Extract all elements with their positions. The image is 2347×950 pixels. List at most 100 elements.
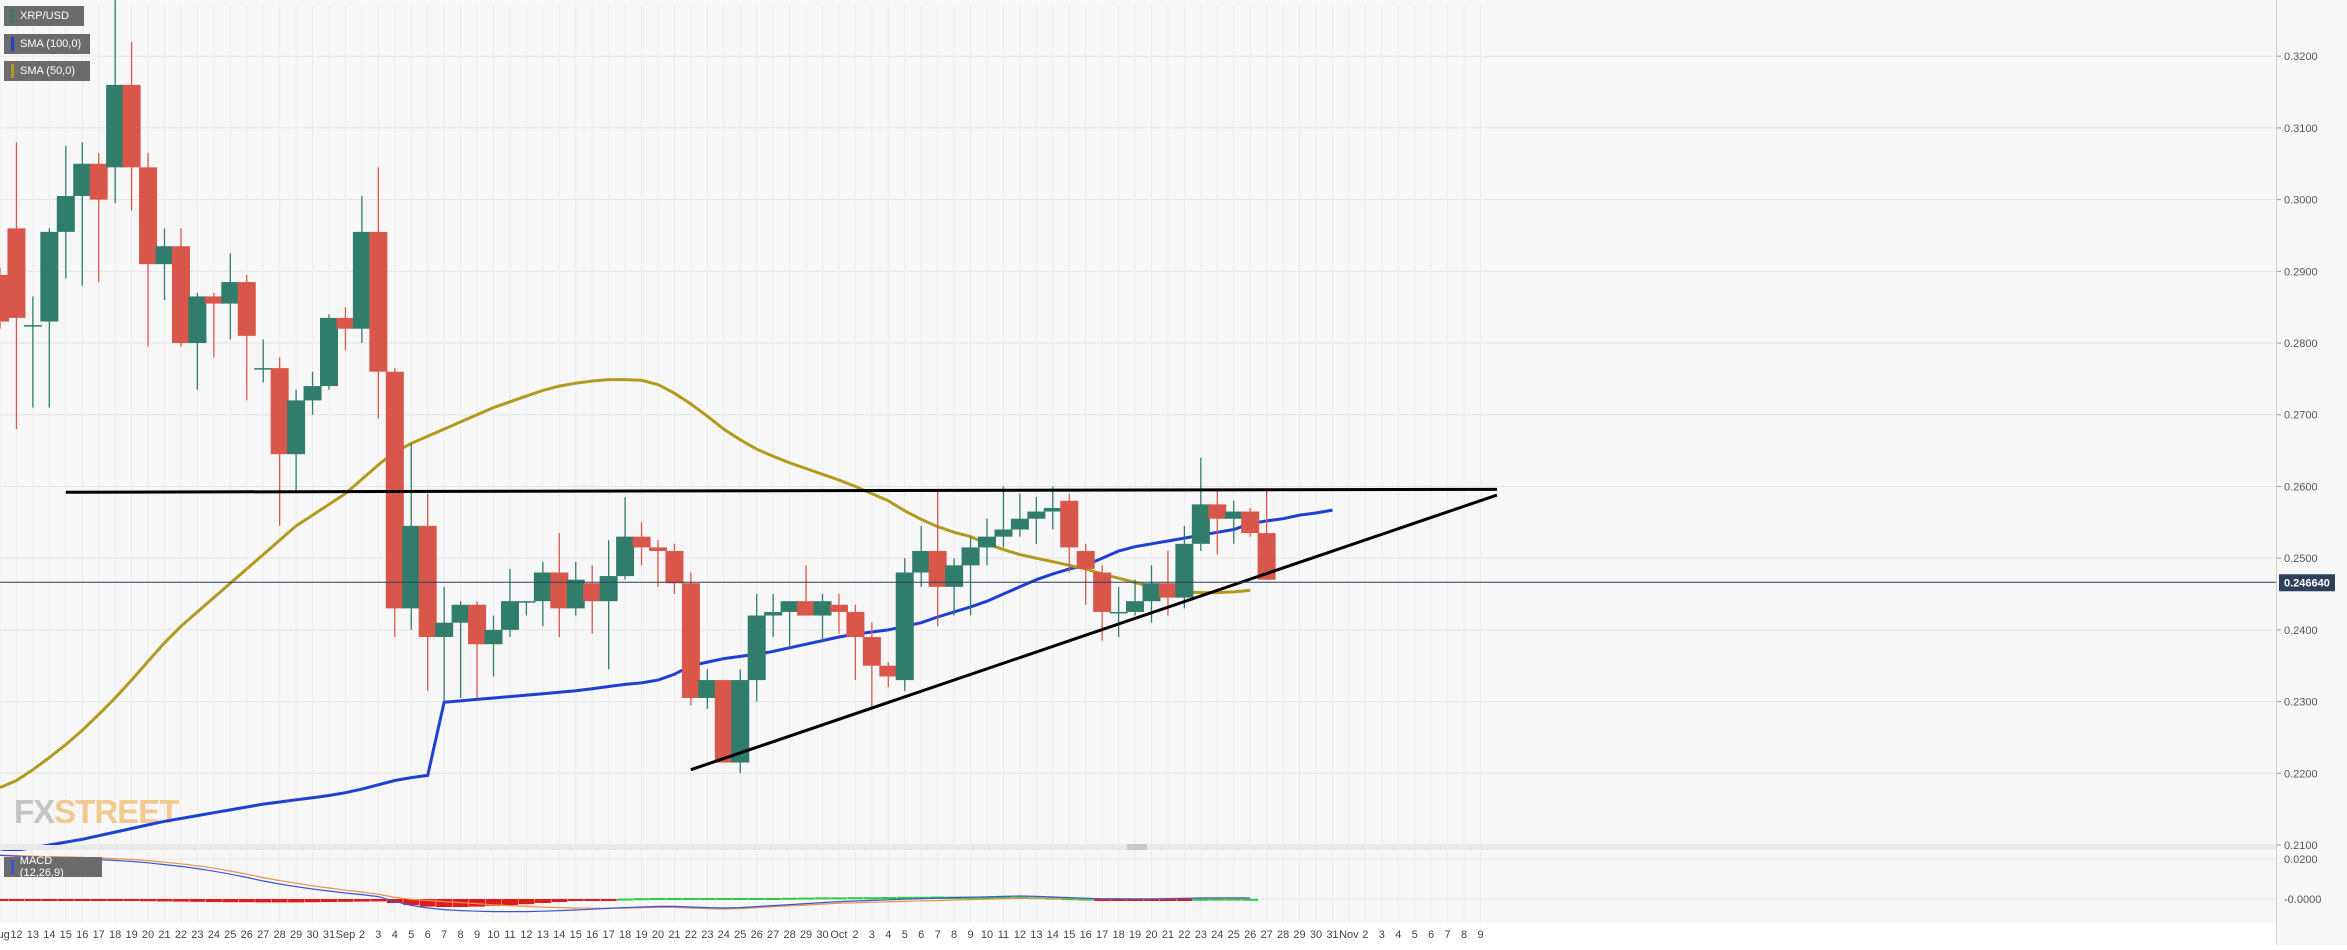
time-tick-label: 12: [520, 929, 532, 941]
macd-hist-bar: [732, 898, 749, 900]
time-tick-label: 24: [718, 929, 730, 941]
candle-body: [846, 611, 865, 638]
candle-body: [484, 629, 503, 645]
time-tick-label: 7: [935, 929, 941, 941]
macd-hist-bar: [847, 897, 864, 900]
candle-body: [139, 167, 158, 265]
pane-resize-handle[interactable]: [1127, 844, 1147, 850]
time-tick-label: 25: [1228, 929, 1240, 941]
candle-body: [533, 572, 552, 602]
time-tick-label: 3: [869, 929, 875, 941]
legend-macd[interactable]: MACD (12,26,9): [4, 855, 102, 879]
macd-hist-bar: [650, 898, 666, 900]
candle-body: [73, 163, 92, 197]
candle-body: [599, 576, 618, 602]
time-tick-label: 6: [425, 929, 431, 941]
candle-body: [616, 536, 635, 577]
price-tick-label: 0.2700: [2284, 410, 2318, 422]
candle-body: [188, 296, 207, 344]
legend-sma50[interactable]: SMA (50,0): [4, 61, 90, 81]
macd-hist-bar: [123, 899, 140, 901]
macd-hist-bar: [403, 899, 420, 905]
macd-hist-bar: [156, 899, 173, 902]
time-tick-label: 30: [306, 929, 318, 941]
time-tick-label: 30: [1310, 929, 1322, 941]
watermark-street: STREET: [54, 793, 179, 830]
symbol-swatch: [11, 9, 14, 23]
macd-hist-bar: [189, 899, 206, 902]
time-tick-label: 12: [10, 929, 22, 941]
time-tick-label: 18: [619, 929, 631, 941]
time-tick-label: 11: [998, 929, 1009, 941]
candle-body: [1027, 511, 1046, 519]
candle-body: [1208, 504, 1227, 519]
macd-hist-bar: [57, 899, 74, 901]
candle-body: [1010, 518, 1029, 530]
time-tick-label: 14: [43, 929, 55, 941]
time-tick-label: Nov: [1339, 929, 1359, 941]
time-tick-label: 16: [1080, 929, 1092, 941]
macd-hist-bar: [781, 897, 798, 900]
macd-hist-bar: [74, 899, 91, 901]
legend-macd-label: MACD (12,26,9): [19, 855, 64, 879]
macd-axis[interactable]: 0.0200 -0.0000: [2284, 854, 2321, 906]
time-tick-label: 27: [767, 929, 779, 941]
time-tick-label: 29: [1293, 929, 1305, 941]
time-tick-label: 3: [375, 929, 381, 941]
macd-hist-bar: [1225, 898, 1242, 901]
time-tick-label: 8: [1461, 929, 1467, 941]
time-axis[interactable]: Aug1213141516171819202122232425262728293…: [0, 929, 1484, 941]
time-tick-label: 16: [586, 929, 598, 941]
time-tick-label: 3: [1379, 929, 1385, 941]
candle-body: [7, 228, 26, 318]
price-tick-label: 0.3000: [2284, 195, 2318, 207]
time-tick-label: 21: [1162, 929, 1174, 941]
time-tick-label: 18: [1112, 929, 1124, 941]
candle-body: [451, 604, 470, 623]
price-tick-label: 0.2400: [2284, 625, 2318, 637]
legend-sma100[interactable]: SMA (100,0): [4, 34, 90, 54]
time-tick-label: 17: [603, 929, 615, 941]
time-tick-label: 5: [902, 929, 908, 941]
time-tick-label: 31: [1326, 929, 1338, 941]
macd-hist-bar: [1192, 898, 1209, 901]
candle-body: [928, 550, 947, 587]
candle-body: [1060, 500, 1079, 548]
time-axis-bg: [0, 923, 2276, 945]
watermark: FXSTREET: [14, 793, 179, 830]
sma50-line: [0, 378, 1251, 789]
time-tick-label: 23: [701, 929, 713, 941]
macd-hist-bar: [534, 899, 551, 903]
price-tick-label: 0.2100: [2284, 840, 2318, 852]
candle-body: [1224, 511, 1243, 519]
time-tick-label: 10: [487, 929, 499, 941]
macd-hist-bar: [1176, 899, 1193, 901]
macd-hist-bar: [600, 899, 617, 901]
time-tick-label: 19: [635, 929, 647, 941]
time-tick-label: Sep: [336, 929, 356, 941]
time-tick-label: 13: [1030, 929, 1042, 941]
candle-body: [780, 601, 799, 612]
candle-body: [632, 536, 651, 548]
candle-body: [40, 231, 59, 322]
candle-body: [747, 615, 766, 681]
time-tick-label: 20: [142, 929, 154, 941]
candle-body: [418, 525, 437, 638]
candle-body: [764, 611, 783, 616]
time-tick-label: 17: [1096, 929, 1108, 941]
price-tick-label: 0.2200: [2284, 768, 2318, 780]
candle-body: [681, 583, 700, 698]
macd-hist-bar: [1110, 899, 1127, 901]
macd-tick-label: 0.0200: [2284, 854, 2318, 866]
time-tick-label: 29: [800, 929, 812, 941]
candle-body: [698, 680, 717, 698]
time-tick-label: 15: [60, 929, 72, 941]
macd-hist-bar: [1127, 899, 1144, 901]
price-axis[interactable]: 0.3200 0.3100 0.3000 0.2900 0.2800 0.2700 0.26…: [2276, 51, 2318, 852]
candle-body: [879, 665, 898, 677]
macd-hist-bar: [337, 899, 354, 902]
macd-hist-bar: [913, 896, 930, 899]
legend-symbol[interactable]: XRP/USD: [4, 6, 84, 26]
candle-body: [1241, 511, 1260, 534]
